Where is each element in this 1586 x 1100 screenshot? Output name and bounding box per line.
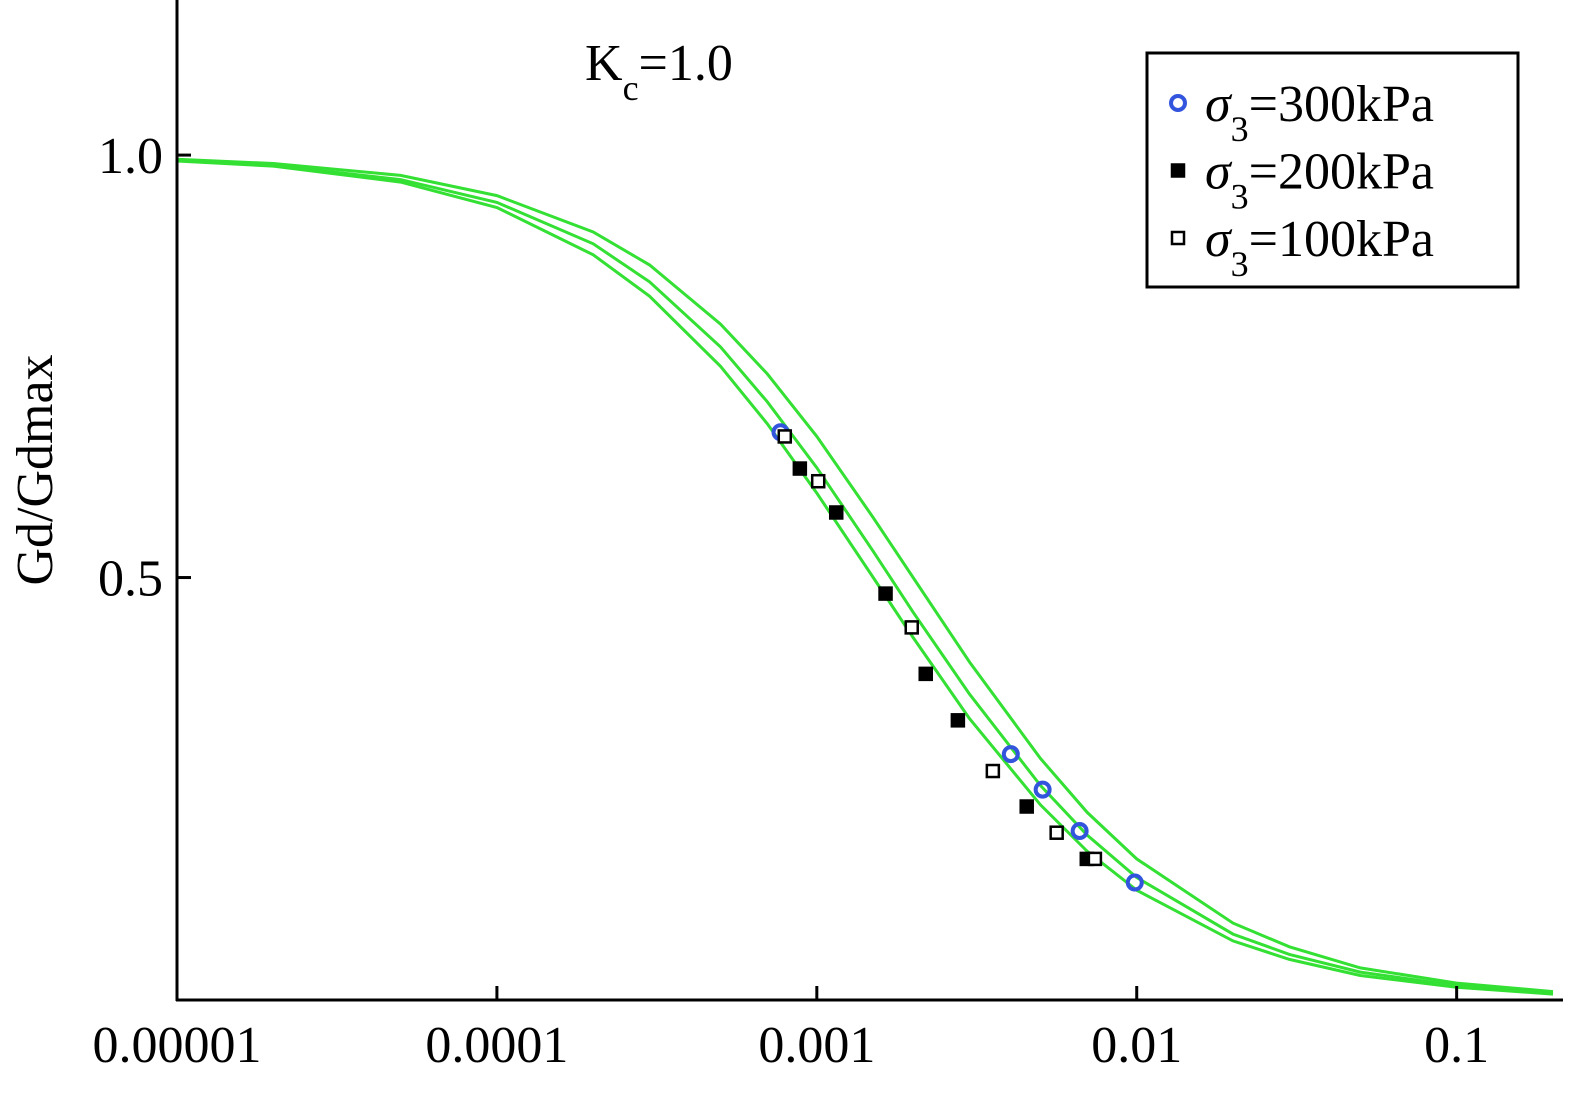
plot-area: [176, 157, 1554, 996]
marker-square: [1087, 851, 1103, 867]
annotation: Kc=1.0: [585, 35, 733, 108]
legend-label: σ3=200kPa: [1205, 144, 1434, 217]
marker-square: [904, 620, 919, 635]
x-tick-label: 0.001: [758, 1017, 875, 1074]
marker-square: [950, 713, 966, 728]
marker-square: [810, 473, 826, 489]
marker-square: [1170, 163, 1186, 178]
marker-square: [828, 505, 844, 520]
x-tick-label: 0.00001: [93, 1017, 262, 1074]
marker-square: [918, 666, 933, 682]
marker-square: [777, 429, 793, 444]
fit-curve: [176, 157, 1554, 994]
marker-square: [1170, 230, 1186, 246]
marker-square: [1049, 825, 1064, 840]
marker-square: [985, 763, 1001, 779]
marker-square: [1019, 799, 1034, 814]
fit-curve: [176, 158, 1554, 995]
y-tick-label: 1.0: [98, 128, 163, 185]
marker-circle: [1169, 94, 1187, 112]
marker-circle: [1070, 822, 1089, 841]
y-axis-label: Gd/Gdmax: [7, 354, 64, 585]
marker-square: [878, 586, 893, 601]
marker-square: [792, 461, 808, 476]
x-tick-label: 0.0001: [425, 1017, 568, 1074]
marker-circle: [1125, 873, 1144, 892]
legend-label: σ3=100kPa: [1205, 211, 1434, 284]
fit-curve: [176, 159, 1554, 996]
y-tick-label: 0.5: [98, 551, 163, 608]
x-tick-label: 0.1: [1424, 1017, 1489, 1074]
legend-label: σ3=300kPa: [1205, 76, 1434, 149]
marker-circle: [1033, 780, 1052, 799]
legend-box: [1145, 51, 1520, 289]
x-tick-label: 0.01: [1091, 1017, 1182, 1074]
marker-circle: [1001, 745, 1020, 764]
